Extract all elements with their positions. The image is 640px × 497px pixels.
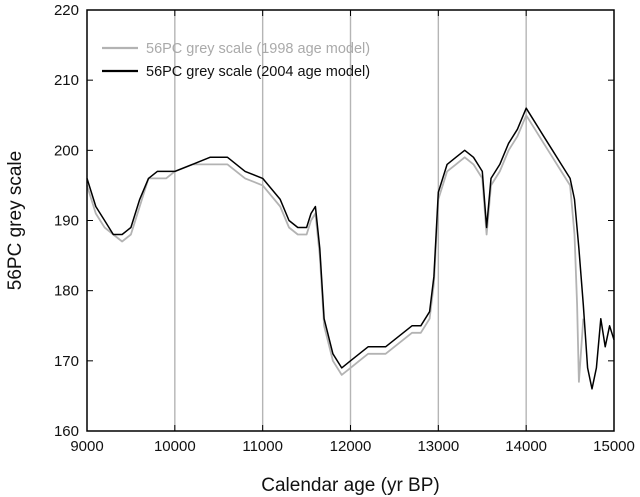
y-tick-label: 210 xyxy=(54,72,79,89)
legend-label-1: 56PC grey scale (1998 age model) xyxy=(146,41,370,57)
x-axis: 9000 10000 11000 12000 13000 14000 15000 xyxy=(70,10,635,455)
y-tick-label: 220 xyxy=(54,2,79,19)
y-axis: 160 170 180 190 200 210 220 xyxy=(54,2,614,440)
legend-label-2: 56PC grey scale (2004 age model) xyxy=(146,64,370,80)
vertical-gridlines xyxy=(174,10,527,431)
x-tick-label: 10000 xyxy=(154,438,196,455)
y-axis-title: 56PC grey scale xyxy=(5,151,26,290)
series-line-1 xyxy=(86,114,585,383)
x-tick-label: 14000 xyxy=(505,438,547,455)
y-tick-label: 200 xyxy=(54,142,79,159)
x-axis-title: Calendar age (yr BP) xyxy=(261,475,439,496)
x-tick-label: 13000 xyxy=(417,438,459,455)
y-tick-label: 190 xyxy=(54,213,79,230)
y-tick-label: 180 xyxy=(54,283,79,300)
series-line-2 xyxy=(86,107,615,390)
x-tick-label: 9000 xyxy=(70,438,103,455)
y-tick-label: 170 xyxy=(54,353,79,370)
y-tick-label: 160 xyxy=(54,423,79,440)
x-tick-label: 11000 xyxy=(242,438,283,455)
legend: 56PC grey scale (1998 age model) 56PC gre… xyxy=(102,41,370,80)
x-tick-label: 12000 xyxy=(330,438,372,455)
x-tick-label: 15000 xyxy=(593,438,635,455)
series-lines xyxy=(86,107,615,390)
